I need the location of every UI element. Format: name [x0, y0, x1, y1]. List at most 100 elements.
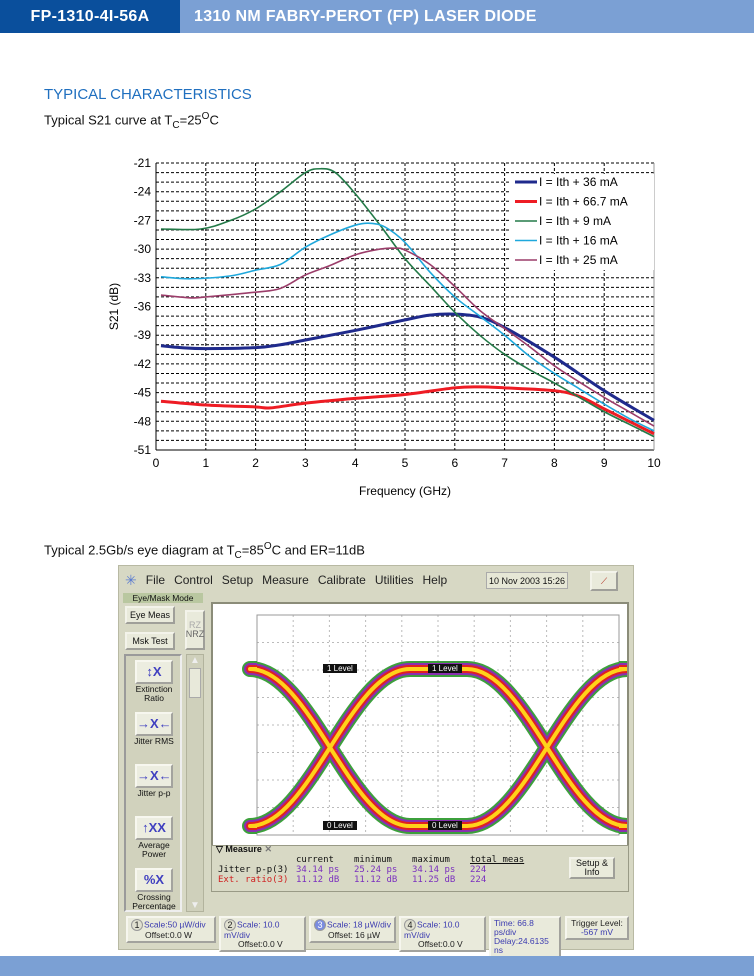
eye-meas-button[interactable]: Eye Meas: [125, 606, 175, 624]
tool-average-power[interactable]: ↑XX Average Power: [132, 816, 176, 859]
series-line: [160, 222, 655, 432]
menu-calibrate[interactable]: Calibrate: [317, 573, 366, 587]
scroll-up-icon[interactable]: ▲: [190, 655, 200, 666]
menu-file[interactable]: File: [145, 573, 166, 587]
s21-chart: 0 1 2 3 4 5 6 7 8 9 10 -21 -24 -27 -30 -33 -36 -39 -42 -45 -…: [107, 156, 661, 498]
eye-graticule: [256, 614, 620, 836]
mask-test-button[interactable]: Msk Test: [125, 632, 175, 650]
rz-nrz-toggle[interactable]: RZ NRZ: [185, 610, 205, 650]
y-tick-label: -48: [134, 414, 152, 428]
measurement-toolbar: ↕X Extinction Ratio →X← Jitter RMS →X← Jitt…: [124, 654, 182, 912]
eye-caption: Typical 2.5Gb/s eye diagram at TC=85OC a…: [44, 541, 365, 561]
y-tick-label: -27: [134, 213, 152, 227]
oscilloscope-screenshot: ✳ File Control Setup Measure Calibrate U…: [118, 565, 635, 958]
measure-headers: current minimum maximum total meas: [296, 855, 525, 865]
y-tick-label: -45: [134, 386, 152, 400]
setup-info-button[interactable]: Setup & Info: [569, 857, 615, 879]
y-tick-label: -39: [134, 328, 152, 342]
y-tick-label: -33: [134, 271, 152, 285]
measure-row-ext-ratio: Ext. ratio(3) 11.12 dB 11.12 dB 11.25 dB 224: [218, 875, 487, 885]
jitter-rms-icon: →X←: [135, 712, 173, 736]
y-tick-label: -21: [134, 156, 152, 170]
trigger-button[interactable]: Trigger Level: -567 mV: [565, 916, 629, 940]
channel-3-button[interactable]: 3 Scale: 18 µW/div Offset: 16 µW: [309, 916, 396, 943]
s21-caption: Typical S21 curve at TC=25OC: [44, 111, 219, 131]
channel-2-button[interactable]: 2 Scale: 10.0 mV/div Offset:0.0 V: [219, 916, 306, 952]
eye-diagram: [242, 614, 635, 836]
tool-crossing-percentage[interactable]: %X Crossing Percentage: [132, 868, 176, 910]
y-axis-label: S21 (dB): [107, 283, 121, 330]
channel-1-button[interactable]: 1 Scale:50 µW/div Offset:0.0 W: [126, 916, 216, 943]
timebase-button[interactable]: Time: 66.8 ps/div Delay:24.6135 ns: [489, 916, 561, 958]
y-tick-label: -36: [134, 300, 152, 314]
mode-label: Eye/Mask Mode: [123, 593, 203, 603]
agilent-logo-icon: ✳: [125, 571, 137, 588]
tool-extinction-ratio[interactable]: ↕X Extinction Ratio: [132, 660, 176, 703]
eye-trace: [248, 667, 629, 828]
legend-label: I = Ith + 66.7 mA: [539, 195, 628, 209]
tool-jitter-pp[interactable]: →X← Jitter p-p: [132, 764, 176, 798]
x-tick-label: 1: [202, 456, 209, 470]
extinction-ratio-icon: ↕X: [135, 660, 173, 684]
one-level-marker-left: 1 Level: [323, 664, 357, 673]
channel-4-button[interactable]: 4 Scale: 10.0 mV/div Offset:0.0 V: [399, 916, 486, 952]
legend-label: I = Ith + 9 mA: [539, 214, 611, 228]
y-tick-label: -24: [134, 185, 152, 199]
jitter-pp-icon: →X←: [135, 764, 173, 788]
x-tick-label: 2: [252, 456, 259, 470]
x-tick-label: 9: [601, 456, 608, 470]
legend-label: I = Ith + 25 mA: [539, 253, 618, 267]
average-power-icon: ↑XX: [135, 816, 173, 840]
series-line: [160, 167, 655, 438]
x-tick-label: 6: [451, 456, 458, 470]
x-tick-label: 10: [647, 456, 661, 470]
close-icon[interactable]: ✕: [261, 844, 272, 854]
series-line: [160, 385, 655, 436]
page-footer-bar: [0, 956, 754, 976]
scroll-thumb[interactable]: [189, 668, 201, 698]
x-axis-label: Frequency (GHz): [359, 484, 451, 498]
eye-trace: [244, 663, 633, 832]
page-header: FP-1310-4I-56A 1310 NM FABRY-PEROT (FP) …: [0, 0, 754, 33]
document-title: 1310 NM FABRY-PEROT (FP) LASER DIODE: [194, 7, 537, 25]
x-tick-label: 8: [551, 456, 558, 470]
eye-trace: [242, 661, 635, 834]
eye-trace: [248, 667, 629, 828]
menu-control[interactable]: Control: [174, 573, 213, 587]
menu-setup[interactable]: Setup: [221, 573, 254, 587]
menu-measure[interactable]: Measure: [262, 573, 309, 587]
scroll-down-icon[interactable]: ▼: [190, 900, 200, 911]
y-tick-label: -30: [134, 242, 152, 256]
menu-help[interactable]: Help: [422, 573, 448, 587]
measure-row-jitter: Jitter p-p(3) 34.14 ps 25.24 ps 34.14 ps 224: [218, 865, 487, 875]
menu-utilities[interactable]: Utilities: [374, 573, 414, 587]
x-tick-label: 7: [501, 456, 508, 470]
toolbar-scrollbar[interactable]: ▲ ▼: [186, 654, 204, 912]
section-title: TYPICAL CHARACTERISTICS: [44, 86, 252, 103]
legend-background: [510, 174, 654, 270]
y-tick-label: -42: [134, 357, 152, 371]
tool-jitter-rms[interactable]: →X← Jitter RMS: [132, 712, 176, 746]
collapse-icon[interactable]: ▽: [216, 844, 226, 854]
series-line: [160, 312, 655, 422]
eye-trace: [244, 663, 633, 832]
series-line: [160, 247, 655, 427]
legend-label: I = Ith + 16 mA: [539, 234, 618, 248]
zero-level-marker-left: 0 Level: [323, 821, 357, 830]
scope-menu-bar: ✳ File Control Setup Measure Calibrate U…: [119, 566, 479, 594]
eye-trace: [242, 661, 635, 834]
part-number: FP-1310-4I-56A: [0, 0, 180, 33]
one-level-marker-right: 1 Level: [428, 664, 462, 673]
legend-label: I = Ith + 36 mA: [539, 175, 618, 189]
eye-trace: [246, 665, 631, 830]
measure-tab[interactable]: ▽ Measure ✕: [216, 844, 272, 854]
zero-level-marker-right: 0 Level: [428, 821, 462, 830]
measure-panel: ▽ Measure ✕ current minimum maximum total m…: [211, 844, 629, 892]
eye-diagram-display: 1 Level 1 Level 0 Level 0 Level: [211, 602, 635, 848]
x-tick-label: 5: [402, 456, 409, 470]
x-tick-label: 4: [352, 456, 359, 470]
scope-datetime: 10 Nov 2003 15:26: [486, 572, 568, 589]
y-tick-label: -51: [134, 443, 152, 457]
graph-icon[interactable]: ⟋: [590, 571, 618, 591]
x-tick-label: 0: [153, 456, 160, 470]
